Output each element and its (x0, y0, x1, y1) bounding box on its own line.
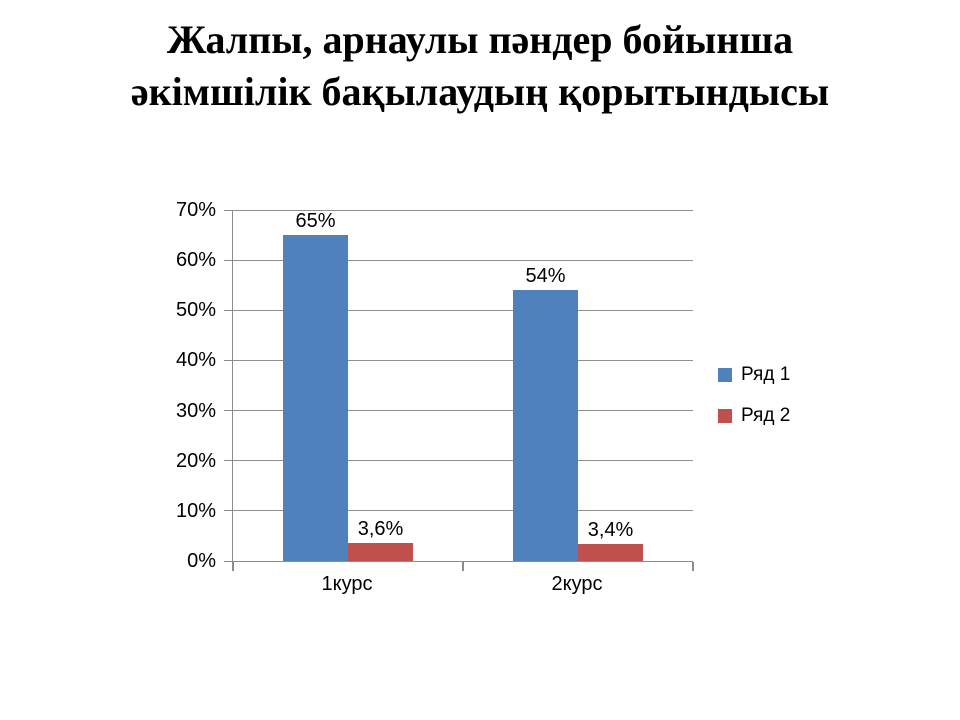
bar-series1-1курс: 65% (283, 210, 348, 561)
x-axis-tick (462, 562, 464, 571)
gridline (233, 309, 693, 311)
legend-label: Ряд 1 (741, 364, 791, 385)
gridline (233, 259, 693, 261)
data-label: 3,6% (357, 517, 404, 540)
y-axis-tick (224, 259, 233, 261)
bar-series2-1курс: 3,6% (348, 518, 413, 561)
legend-item-2: Ряд 2 (718, 405, 790, 427)
y-axis-tick (224, 410, 233, 412)
y-axis-tick (224, 209, 233, 211)
y-axis-tick-label: 60% (175, 249, 216, 272)
legend-swatch-icon (718, 368, 732, 382)
bar-series1-2курс: 54% (513, 265, 578, 561)
legend-swatch-icon (718, 409, 732, 423)
gridline (233, 209, 693, 211)
y-axis-tick-label: 20% (175, 449, 216, 472)
y-axis-tick-label: 70% (175, 199, 216, 221)
y-axis-tick (224, 560, 233, 562)
y-axis-tick (224, 359, 233, 361)
data-label: 3,4% (587, 518, 634, 541)
y-axis-tick-label: 40% (175, 349, 216, 372)
category-label: 2курс (551, 573, 603, 595)
plot-area: 65% 3,6% 54% 3,4% (224, 209, 694, 571)
legend-item-1: Ряд 1 (718, 364, 790, 386)
y-axis-tick (224, 309, 233, 311)
category-label: 1курс (321, 573, 373, 595)
gridline (233, 460, 693, 462)
y-axis-tick (224, 510, 233, 512)
y-axis-tick-label: 0% (187, 550, 216, 572)
chart-title: Жалпы, арнаулы пәндер бойынша әкімшілік … (130, 17, 830, 114)
gridline (233, 410, 693, 412)
gridline (233, 510, 693, 512)
gridline (233, 359, 693, 361)
data-label: 54% (525, 265, 566, 288)
bar-series2-2курс: 3,4% (578, 519, 643, 561)
data-label: 65% (295, 210, 336, 233)
legend-label: Ряд 2 (741, 405, 791, 426)
y-axis-tick (224, 460, 233, 462)
x-axis-tick (232, 562, 234, 571)
x-axis-tick (692, 562, 694, 571)
y-axis-tick-label: 30% (175, 399, 216, 422)
y-axis-tick-label: 50% (175, 299, 216, 322)
legend: Ряд 1 Ряд 2 (718, 364, 790, 427)
y-axis-tick-label: 10% (175, 499, 216, 522)
